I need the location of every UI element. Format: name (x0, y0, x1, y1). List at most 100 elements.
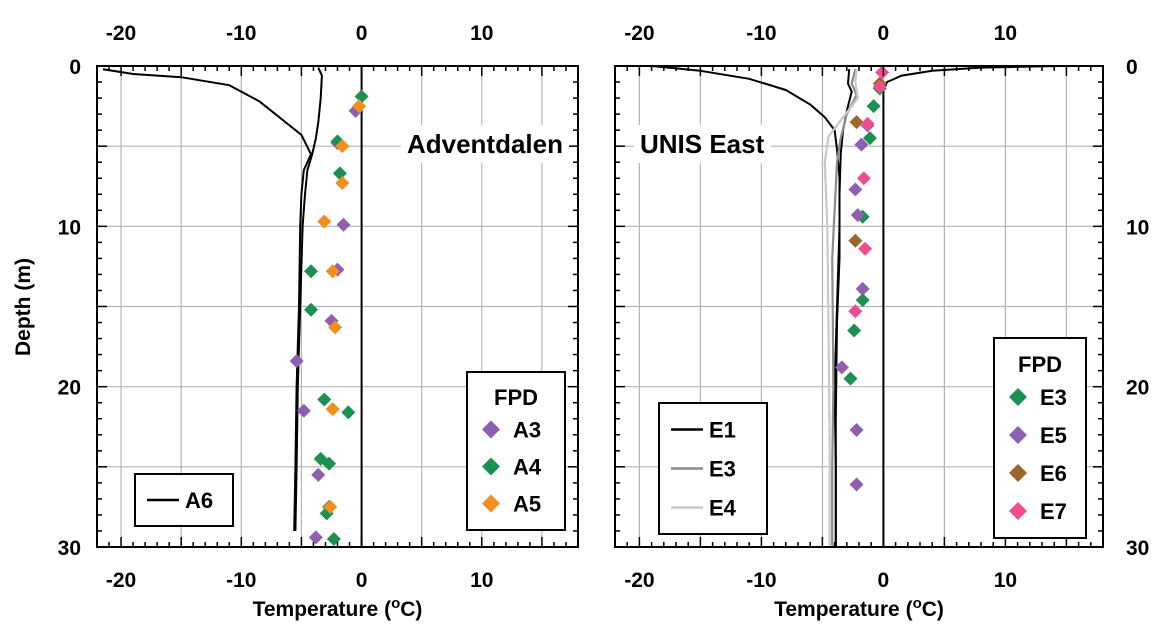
y-tick-label: 10 (58, 216, 81, 239)
x-tick-label-top: -20 (106, 22, 136, 45)
fpd-point-e7 (856, 171, 871, 186)
fpd-point-e3 (843, 371, 858, 386)
y-tick-label: 20 (1126, 377, 1149, 400)
fpd-point-a3 (296, 403, 311, 418)
fpd-point-a5 (335, 139, 350, 154)
x-tick-label-top: -10 (746, 22, 776, 45)
legend-label: A5 (513, 492, 541, 517)
y-tick-label: 10 (1126, 216, 1149, 239)
series-group (651, 65, 1061, 547)
legend-marker-swatch (482, 420, 500, 439)
legend-marker-swatch (1009, 388, 1027, 406)
y-tick-label: 30 (58, 537, 81, 560)
x-axis-title-superscript: o (391, 595, 400, 612)
x-tick-label-top: 0 (878, 22, 890, 45)
x-tick-label-bottom: 0 (356, 569, 368, 592)
fpd-point-e7 (860, 116, 875, 131)
x-tick-label-bottom: -10 (746, 569, 776, 592)
fpd-point-e3 (866, 99, 881, 114)
profile-line-a6 (102, 68, 312, 532)
fpd-point-a3 (289, 354, 304, 369)
panel-title: UNIS East (640, 129, 765, 159)
fpd-point-e6 (848, 233, 863, 248)
fpd-point-e7 (872, 79, 887, 94)
x-tick-label-top: 0 (356, 22, 368, 45)
series-group (102, 66, 369, 547)
fpd-point-e7 (875, 65, 890, 80)
legend-label: E3 (709, 457, 736, 482)
fpd-point-e5 (855, 281, 870, 296)
y-axis-title: Depth (m) (12, 258, 35, 356)
fpd-point-a4 (319, 506, 334, 521)
fpd-point-a5 (352, 99, 367, 114)
tick-marks (96, 65, 579, 548)
fpd-point-a4 (317, 392, 332, 407)
x-tick-label-bottom: -20 (106, 569, 136, 592)
x-axis-title-superscript: o (913, 595, 922, 612)
y-tick-label: 20 (58, 377, 81, 400)
fpd-point-e7 (848, 304, 863, 319)
fpd-point-e6 (849, 115, 864, 130)
fpd-point-a5 (323, 499, 338, 514)
legend-marker-swatch (482, 494, 500, 513)
legend-label: E3 (1040, 385, 1067, 410)
x-tick-label-top: -20 (624, 22, 654, 45)
profile-line-e1 (651, 65, 841, 547)
fpd-point-a4 (304, 264, 319, 279)
fpd-point-a4 (354, 89, 369, 104)
x-axis-title-part: C) (922, 598, 944, 621)
fpd-point-e5 (848, 182, 863, 197)
legend-label: A6 (185, 488, 213, 513)
x-axis-title-part: Temperature ( (253, 598, 391, 621)
panel-adventdalen: -20 -20 -10 -10 0 0 10 10 0 10 20 30 Temperature (oC… (58, 22, 579, 621)
legend-lines: A6 (134, 473, 234, 527)
fpd-point-a4 (326, 531, 341, 546)
fpd-point-a4 (341, 405, 356, 420)
legend-label: E6 (1040, 461, 1067, 486)
x-tick-label-bottom: 10 (470, 569, 493, 592)
fpd-point-a3 (308, 530, 323, 545)
x-tick-label-top: 10 (994, 22, 1017, 45)
legend-label: A4 (513, 455, 542, 480)
fpd-point-a4 (332, 166, 347, 181)
tick-marks (614, 65, 1104, 548)
fpd-point-a3 (311, 467, 326, 482)
panel-title: Adventdalen (407, 129, 563, 159)
legend-marker-swatch (1009, 464, 1027, 482)
fpd-point-e5 (834, 360, 849, 375)
x-axis-title-part: Temperature ( (774, 598, 912, 621)
legend-marker-swatch (1009, 426, 1027, 444)
legend-label: E7 (1040, 499, 1067, 524)
fpd-point-a5 (328, 320, 343, 335)
fpd-point-e3 (862, 131, 877, 146)
y-tick-label: 0 (69, 56, 81, 79)
x-tick-label-top: 10 (470, 22, 493, 45)
panel-title-bg (400, 125, 569, 163)
profile-line-e1 (834, 69, 853, 547)
x-tick-label-bottom: 10 (994, 569, 1017, 592)
legend-fpd: FPD A3 A4 A5 (466, 371, 566, 531)
x-tick-label-top: -10 (226, 22, 256, 45)
fpd-point-e5 (849, 422, 864, 437)
panel-unis-east: -20 -20 -10 -10 0 0 10 10 0 10 20 30 Temperature (oC… (614, 22, 1149, 621)
fpd-point-a3 (336, 217, 351, 232)
profile-line (294, 67, 323, 532)
legend-lines: E1 E3 E4 (658, 402, 768, 535)
x-axis-title-part: C) (400, 598, 422, 621)
legend-box (993, 337, 1087, 539)
fpd-point-e5 (849, 477, 864, 492)
legend-title: FPD (494, 385, 538, 410)
fpd-point-e5 (850, 208, 865, 223)
fpd-point-a5 (325, 402, 340, 417)
x-tick-label-bottom: -20 (624, 569, 654, 592)
y-tick-label: 0 (1126, 56, 1138, 79)
fpd-point-a5 (335, 176, 350, 191)
panel-title-bg (634, 125, 771, 163)
legend-label: E4 (709, 496, 737, 521)
fpd-point-a4 (322, 456, 337, 471)
x-tick-label-bottom: 0 (878, 569, 890, 592)
profile-line-e4 (823, 69, 859, 547)
fpd-point-e3 (847, 323, 862, 338)
fpd-point-e3 (855, 293, 870, 308)
